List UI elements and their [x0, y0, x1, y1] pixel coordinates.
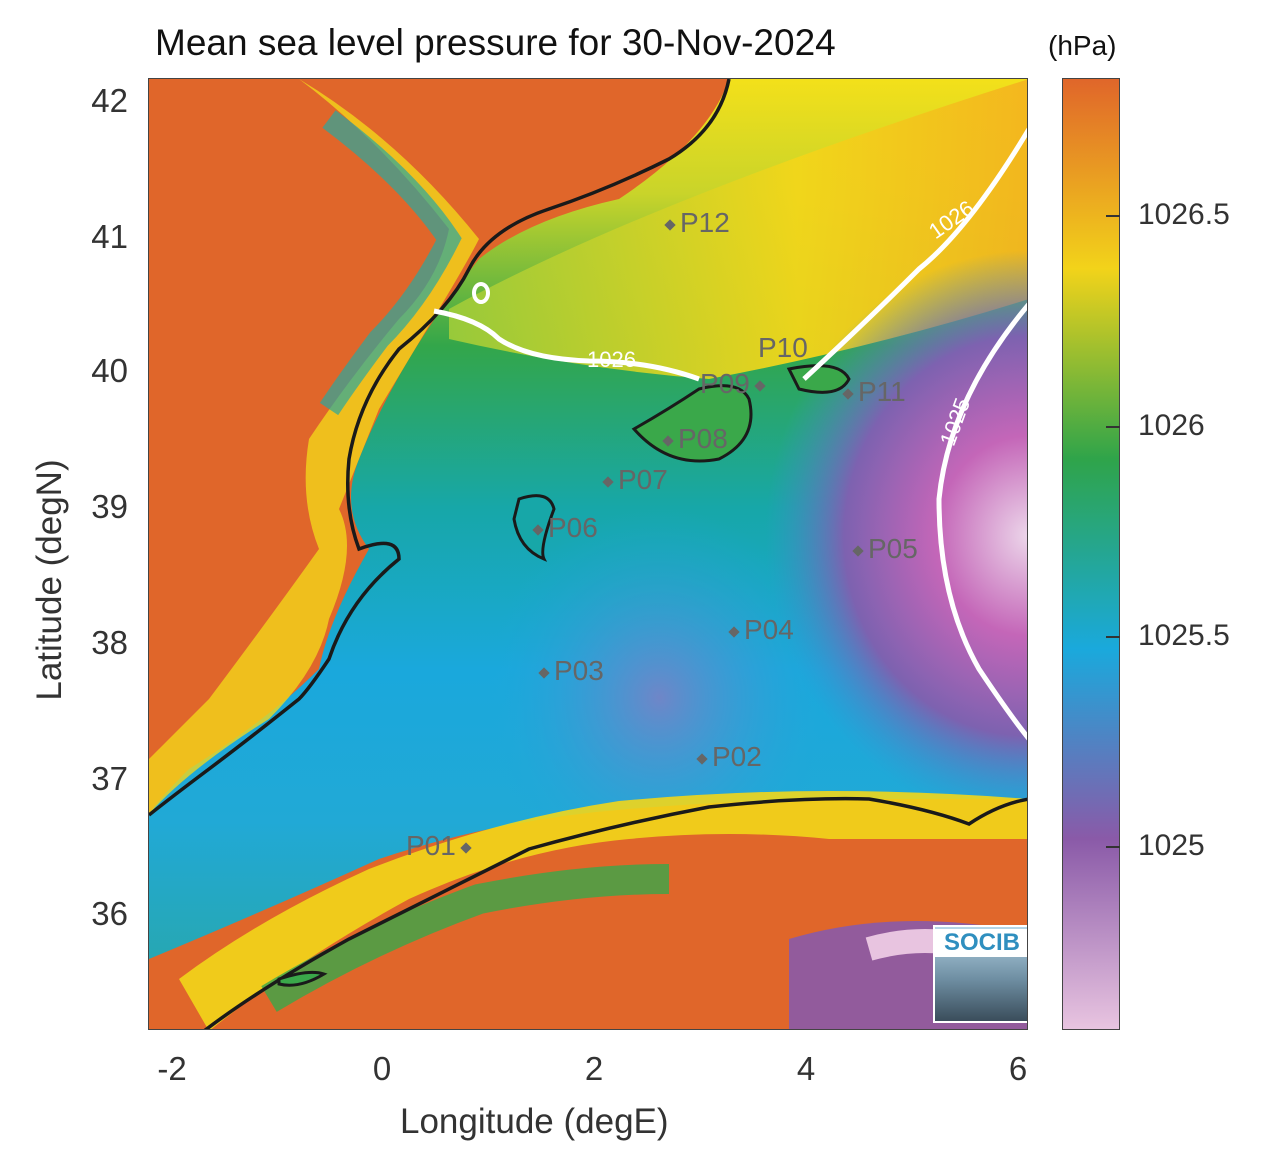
- y-axis-label: Latitude (degN): [30, 459, 69, 701]
- diamond-icon: [852, 544, 864, 557]
- station-label: P08: [678, 423, 728, 454]
- colorbar: [1062, 78, 1120, 1030]
- station-label: P05: [868, 533, 918, 564]
- station-point: P01: [406, 830, 476, 862]
- colorbar-tick-label: 1026.5: [1138, 198, 1230, 231]
- map-canvas: [149, 79, 1027, 1029]
- x-tick-label: 6: [1008, 1050, 1028, 1087]
- station-label: P07: [618, 464, 668, 495]
- station-label: P11: [858, 376, 906, 407]
- x-tick-label: 0: [372, 1050, 392, 1087]
- diamond-icon: [696, 752, 708, 765]
- station-label: P06: [548, 512, 598, 543]
- station-point: P02: [696, 741, 762, 773]
- x-tick-label: 2: [584, 1050, 604, 1087]
- diamond-icon: [532, 523, 544, 536]
- colorbar-tick-label: 1026: [1138, 409, 1205, 442]
- colorbar-tick: [1106, 846, 1120, 848]
- station-label: P09: [700, 368, 750, 399]
- station-label: P03: [554, 655, 604, 686]
- station-point: P03: [538, 655, 604, 687]
- pressure-map: 1026 1026 1025 SOCIB: [148, 78, 1028, 1030]
- station-point: P11: [842, 376, 906, 408]
- station-point: P05: [852, 533, 918, 565]
- station-point: P04: [728, 614, 794, 646]
- diamond-icon: [538, 666, 550, 679]
- station-label: P04: [744, 614, 794, 645]
- colorbar-tick: [1106, 426, 1120, 428]
- station-label: P12: [680, 207, 730, 238]
- station-point: P09: [700, 368, 770, 400]
- y-tick-label: 41: [91, 218, 128, 255]
- station-point: P08: [662, 423, 728, 455]
- socib-logo: SOCIB: [933, 925, 1027, 1023]
- colorbar-tick-label: 1025: [1138, 829, 1205, 862]
- station-point: P12: [664, 207, 730, 239]
- units-label: (hPa): [1048, 30, 1117, 61]
- diamond-icon: [754, 379, 766, 392]
- colorbar-tick: [1106, 636, 1120, 638]
- station-point: P10: [758, 332, 808, 364]
- station-point: P07: [602, 464, 668, 496]
- y-tick-label: 38: [91, 624, 128, 661]
- diamond-icon: [728, 625, 740, 638]
- y-tick-label: 40: [91, 352, 128, 389]
- diamond-icon: [842, 387, 854, 400]
- station-label: P02: [712, 741, 762, 772]
- x-axis-label: Longitude (degE): [400, 1102, 669, 1141]
- x-tick-label: 4: [796, 1050, 816, 1087]
- station-point: P06: [532, 512, 598, 544]
- station-label: P10: [758, 332, 808, 363]
- diamond-icon: [602, 475, 614, 488]
- diamond-icon: [460, 841, 472, 854]
- map-title: Mean sea level pressure for 30-Nov-2024: [155, 22, 836, 63]
- colorbar-tick: [1106, 215, 1120, 217]
- y-tick-label: 37: [91, 760, 128, 797]
- y-tick-label: 39: [91, 488, 128, 525]
- contour-label: 1026: [587, 347, 636, 372]
- colorbar-tick-label: 1025.5: [1138, 619, 1230, 652]
- y-tick-label: 36: [91, 895, 128, 932]
- x-tick-label: -2: [157, 1050, 187, 1087]
- logo-text: SOCIB: [935, 929, 1027, 957]
- diamond-icon: [662, 434, 674, 447]
- station-label: P01: [406, 830, 456, 861]
- diamond-icon: [664, 218, 676, 231]
- y-tick-label: 42: [91, 82, 128, 119]
